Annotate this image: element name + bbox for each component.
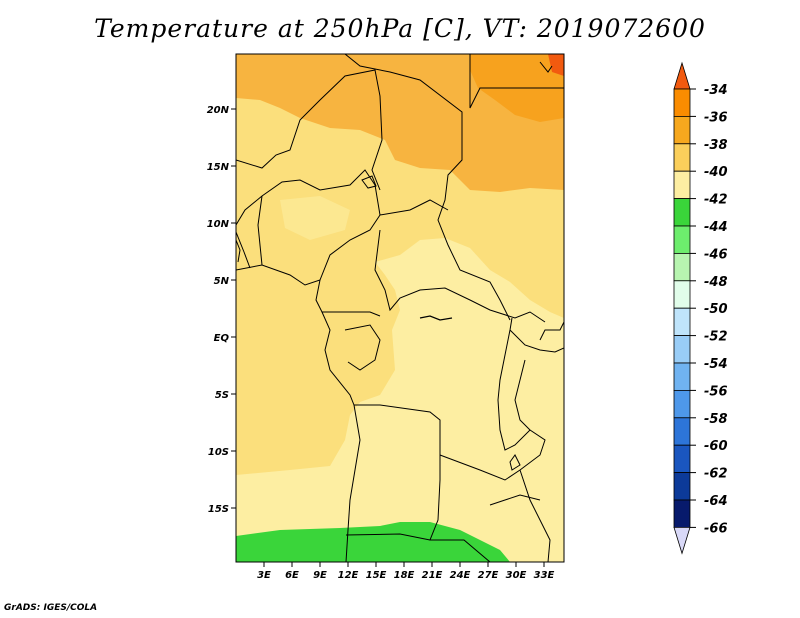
colorbar-label: -34 (704, 83, 728, 98)
lat-label: 10S (208, 447, 229, 458)
lat-label: 15N (207, 162, 230, 173)
colorbar-swatch (673, 252, 691, 282)
lon-label: 33E (534, 570, 555, 581)
lon-label: 3E (257, 570, 271, 581)
lat-label: EQ (214, 333, 230, 344)
colorbar-swatch (673, 362, 691, 391)
lat-label: 5N (214, 276, 230, 287)
colorbar-label: -58 (704, 412, 728, 427)
temperature-field (236, 54, 564, 562)
colorbar-label: -52 (704, 330, 728, 345)
colorbar-swatch (673, 198, 691, 227)
lat-label: 10N (207, 219, 230, 230)
colorbar-bottom-arrow (673, 527, 691, 555)
field-minus-42-nw (280, 196, 350, 240)
chart-title: Temperature at 250hPa [C], VT: 201907260… (94, 14, 706, 43)
latitude-axis: 20N 15N 10N 5N EQ 5S 10S 15S (207, 105, 236, 515)
colorbar-swatch (673, 307, 691, 337)
field-minus-44 (236, 522, 510, 562)
colorbar-swatch (673, 225, 691, 254)
colorbar-swatch (673, 280, 691, 309)
colorbar-swatch (673, 143, 691, 172)
colorbar: -34 -36 -38 -40 -42 -44 -46 -48 -50 -52 -54 -56 -58 -… (673, 61, 728, 555)
lon-label: 12E (338, 570, 359, 581)
colorbar-swatch (673, 472, 691, 501)
field-minus-34 (548, 54, 564, 76)
colorbar-label: -62 (704, 467, 728, 482)
lat-label: 15S (208, 504, 229, 515)
colorbar-swatch (673, 88, 691, 117)
lon-label: 9E (313, 570, 327, 581)
colorbar-swatch (673, 499, 691, 528)
country-borders (236, 54, 564, 562)
colorbar-label: -48 (704, 275, 728, 290)
credit-label: GrADS: IGES/COLA (4, 603, 98, 613)
colorbar-label: -66 (704, 521, 728, 536)
colorbar-label: -38 (704, 138, 728, 153)
lon-label: 27E (478, 570, 499, 581)
colorbar-label: -50 (704, 302, 728, 317)
colorbar-label: -40 (704, 165, 728, 180)
colorbar-swatch (673, 389, 691, 419)
colorbar-label: -46 (704, 247, 728, 262)
colorbar-label: -36 (704, 110, 728, 125)
colorbar-label: -42 (704, 193, 728, 208)
colorbar-label: -56 (704, 384, 728, 399)
lat-label: 5S (215, 390, 229, 401)
colorbar-swatch (673, 170, 691, 199)
lon-label: 18E (394, 570, 415, 581)
lon-label: 24E (450, 570, 471, 581)
lat-label: 20N (207, 105, 230, 116)
map-frame (235, 53, 565, 563)
lon-label: 30E (506, 570, 527, 581)
lon-label: 21E (422, 570, 443, 581)
colorbar-label: -44 (704, 220, 728, 235)
colorbar-label: -60 (704, 439, 728, 454)
field-minus-42-center (236, 238, 564, 562)
lon-label: 15E (366, 570, 387, 581)
colorbar-swatch (673, 417, 691, 446)
colorbar-label: -54 (704, 357, 728, 372)
colorbar-swatch (673, 116, 691, 145)
lon-label: 6E (285, 570, 299, 581)
longitude-axis: 3E 6E 9E 12E 15E 18E 21E 24E 27E 30E 33E (257, 562, 555, 581)
colorbar-swatch (673, 335, 691, 364)
colorbar-label: -64 (704, 494, 728, 509)
colorbar-top-arrow (673, 61, 691, 90)
colorbar-swatch (673, 444, 691, 474)
